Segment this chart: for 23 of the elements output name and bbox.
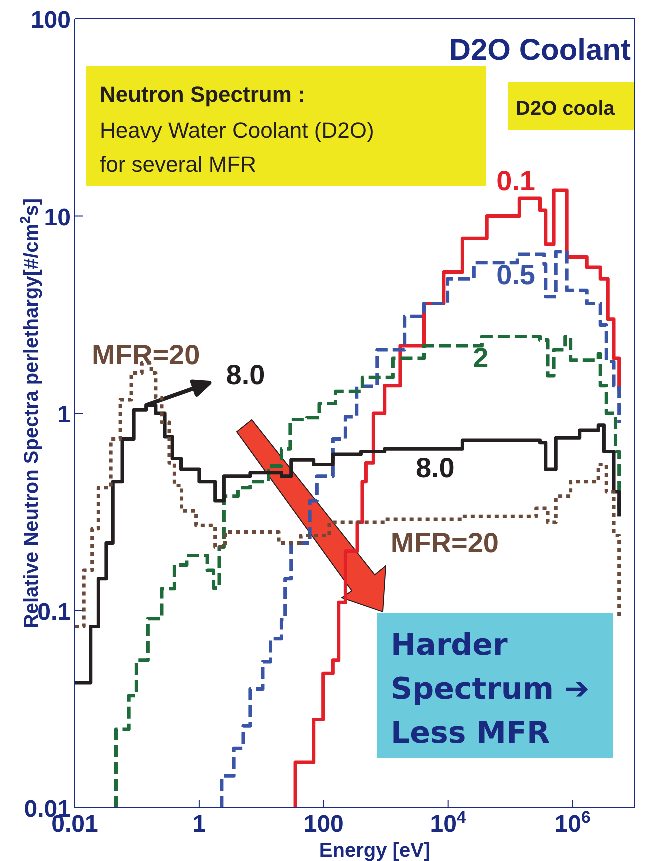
series-label: 0.1	[496, 165, 536, 196]
annotation: 8.0	[416, 452, 455, 484]
annotation: Spectrum ➔	[391, 672, 590, 707]
series-label: 0.5	[496, 259, 536, 290]
x-tick-label: 100	[304, 811, 344, 838]
annotation: Neutron Spectrum :	[100, 82, 306, 107]
annotation: Less MFR	[391, 716, 550, 751]
x-tick-label: 1	[192, 811, 206, 838]
annotation: Harder	[391, 628, 508, 663]
y-tick-label: 10	[44, 204, 71, 232]
y-tick-label: 1	[58, 402, 71, 428]
text: D2O Coolant	[449, 34, 632, 67]
series-label: 2	[473, 342, 489, 374]
annotation: MFR=20	[92, 339, 200, 370]
annotation: 8.0	[226, 359, 266, 390]
x-tick-label: 10$^{6}$	[554, 808, 591, 838]
x-tick-label: 10$^{4}$	[430, 808, 468, 838]
y-tick-label: 100	[30, 7, 71, 34]
annotation: Heavy Water Coolant (D2O)	[100, 118, 374, 143]
series-label: MFR=20	[390, 527, 499, 558]
annotation: for several MFR	[100, 152, 256, 177]
annotation: D2O coola	[516, 98, 616, 120]
x-axis-title: Energy [eV]	[319, 840, 431, 861]
